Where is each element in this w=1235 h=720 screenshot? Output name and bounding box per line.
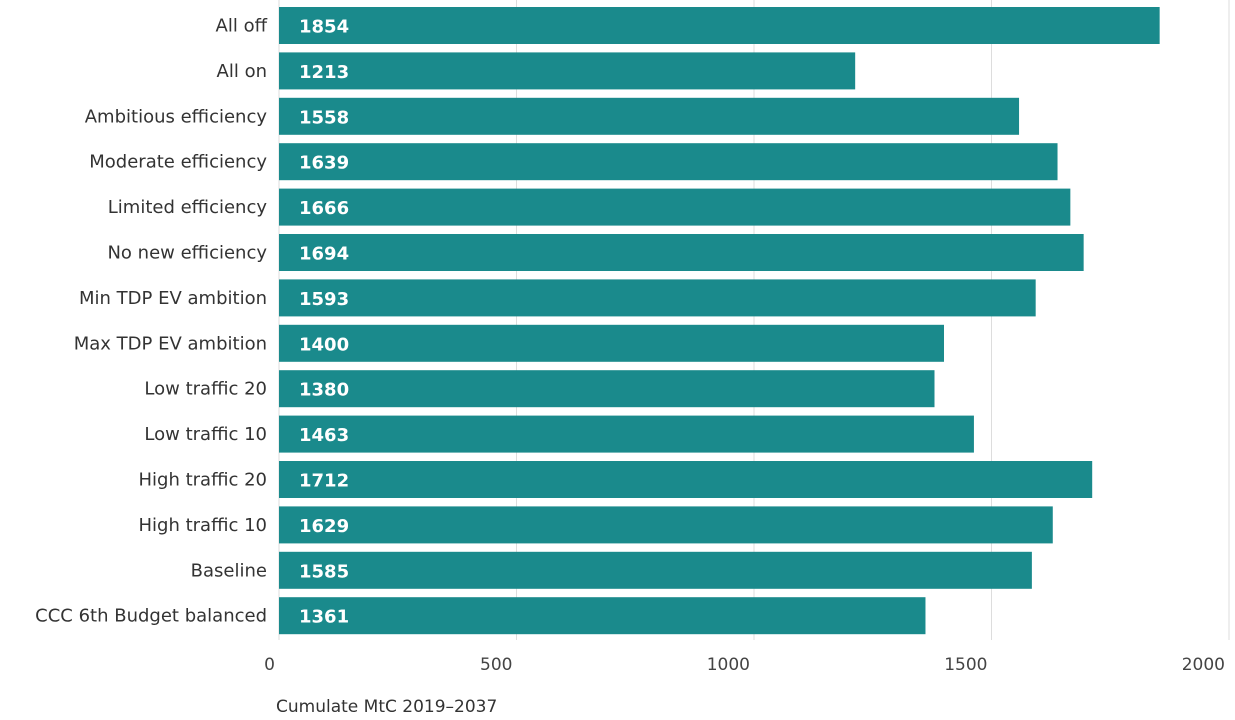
bar — [279, 597, 926, 635]
category-label: All on — [217, 61, 267, 82]
x-tick-label-0: 0 — [264, 655, 275, 675]
bar-value-label: 1463 — [299, 425, 349, 446]
x-axis-title: Cumulate MtC 2019–2037 — [276, 697, 497, 717]
grid-lines — [278, 0, 1230, 640]
bar-value-label: 1854 — [299, 17, 349, 38]
bar-group: 1400 Max TDP EV ambition — [74, 324, 944, 362]
category-label: No new efficiency — [107, 243, 267, 264]
bar — [279, 7, 1160, 44]
bar — [279, 461, 1093, 498]
bar-value-label: 1712 — [299, 471, 349, 492]
bar — [279, 52, 856, 90]
bar-group: 1213 All on — [217, 52, 856, 90]
bar-group: 1854 All off — [216, 7, 1160, 44]
bar-group: 1585 Baseline — [191, 551, 1032, 589]
bar — [279, 551, 1032, 589]
category-label: Moderate efficiency — [89, 152, 267, 173]
bar-group: 1361 CCC 6th Budget balanced — [35, 597, 926, 635]
bar-group: 1712 High traffic 20 — [138, 461, 1093, 498]
bar-value-label: 1585 — [299, 561, 349, 582]
bar-group: 1463 Low traffic 10 — [144, 415, 974, 453]
x-tick-label-500: 500 — [480, 655, 512, 675]
bar-value-label: 1213 — [299, 62, 349, 83]
category-label: Low traffic 20 — [144, 379, 267, 400]
bar-value-label: 1666 — [299, 198, 349, 219]
category-label: Low traffic 10 — [144, 424, 267, 445]
bar-value-label: 1361 — [299, 607, 349, 628]
bars: 1854 All off 1213 All on 1558 Ambitious effic… — [35, 7, 1160, 635]
bar — [279, 188, 1071, 226]
bar-group: 1639 Moderate efficiency — [89, 143, 1058, 181]
bar-group: 1666 Limited efficiency — [108, 188, 1071, 226]
bar — [279, 415, 974, 453]
bar-group: 1593 Min TDP EV ambition — [79, 279, 1036, 317]
category-label: Limited efficiency — [108, 197, 268, 218]
bar — [279, 234, 1084, 271]
category-label: High traffic 20 — [138, 470, 267, 491]
bar-value-label: 1629 — [299, 516, 349, 537]
category-label: CCC 6th Budget balanced — [35, 606, 267, 627]
bar-value-label: 1400 — [299, 334, 349, 355]
bar-group: 1380 Low traffic 20 — [144, 370, 935, 408]
bar — [279, 370, 935, 408]
bar-value-label: 1639 — [299, 153, 349, 174]
category-label: Min TDP EV ambition — [79, 288, 267, 309]
category-label: All off — [216, 16, 268, 37]
bar — [279, 143, 1058, 181]
x-tick-label-1000: 1000 — [707, 655, 750, 675]
bar — [279, 279, 1036, 317]
bar-group: 1558 Ambitious efficiency — [85, 97, 1020, 135]
bar-group: 1694 No new efficiency — [107, 234, 1084, 271]
bar — [279, 324, 944, 362]
category-label: High traffic 10 — [138, 515, 267, 536]
bar — [279, 506, 1053, 544]
x-tick-label-2000: 2000 — [1182, 655, 1225, 675]
category-label: Max TDP EV ambition — [74, 333, 267, 354]
x-tick-label-1500: 1500 — [944, 655, 987, 675]
bar-value-label: 1694 — [299, 244, 349, 265]
bar — [279, 97, 1020, 135]
bar-value-label: 1380 — [299, 380, 349, 401]
category-label: Ambitious efficiency — [85, 106, 268, 127]
bar-group: 1629 High traffic 10 — [138, 506, 1053, 544]
bar-value-label: 1593 — [299, 289, 349, 310]
category-label: Baseline — [191, 560, 267, 581]
x-axis-ticks: 0 500 1000 1500 2000 — [264, 655, 1225, 675]
bar-value-label: 1558 — [299, 107, 349, 128]
